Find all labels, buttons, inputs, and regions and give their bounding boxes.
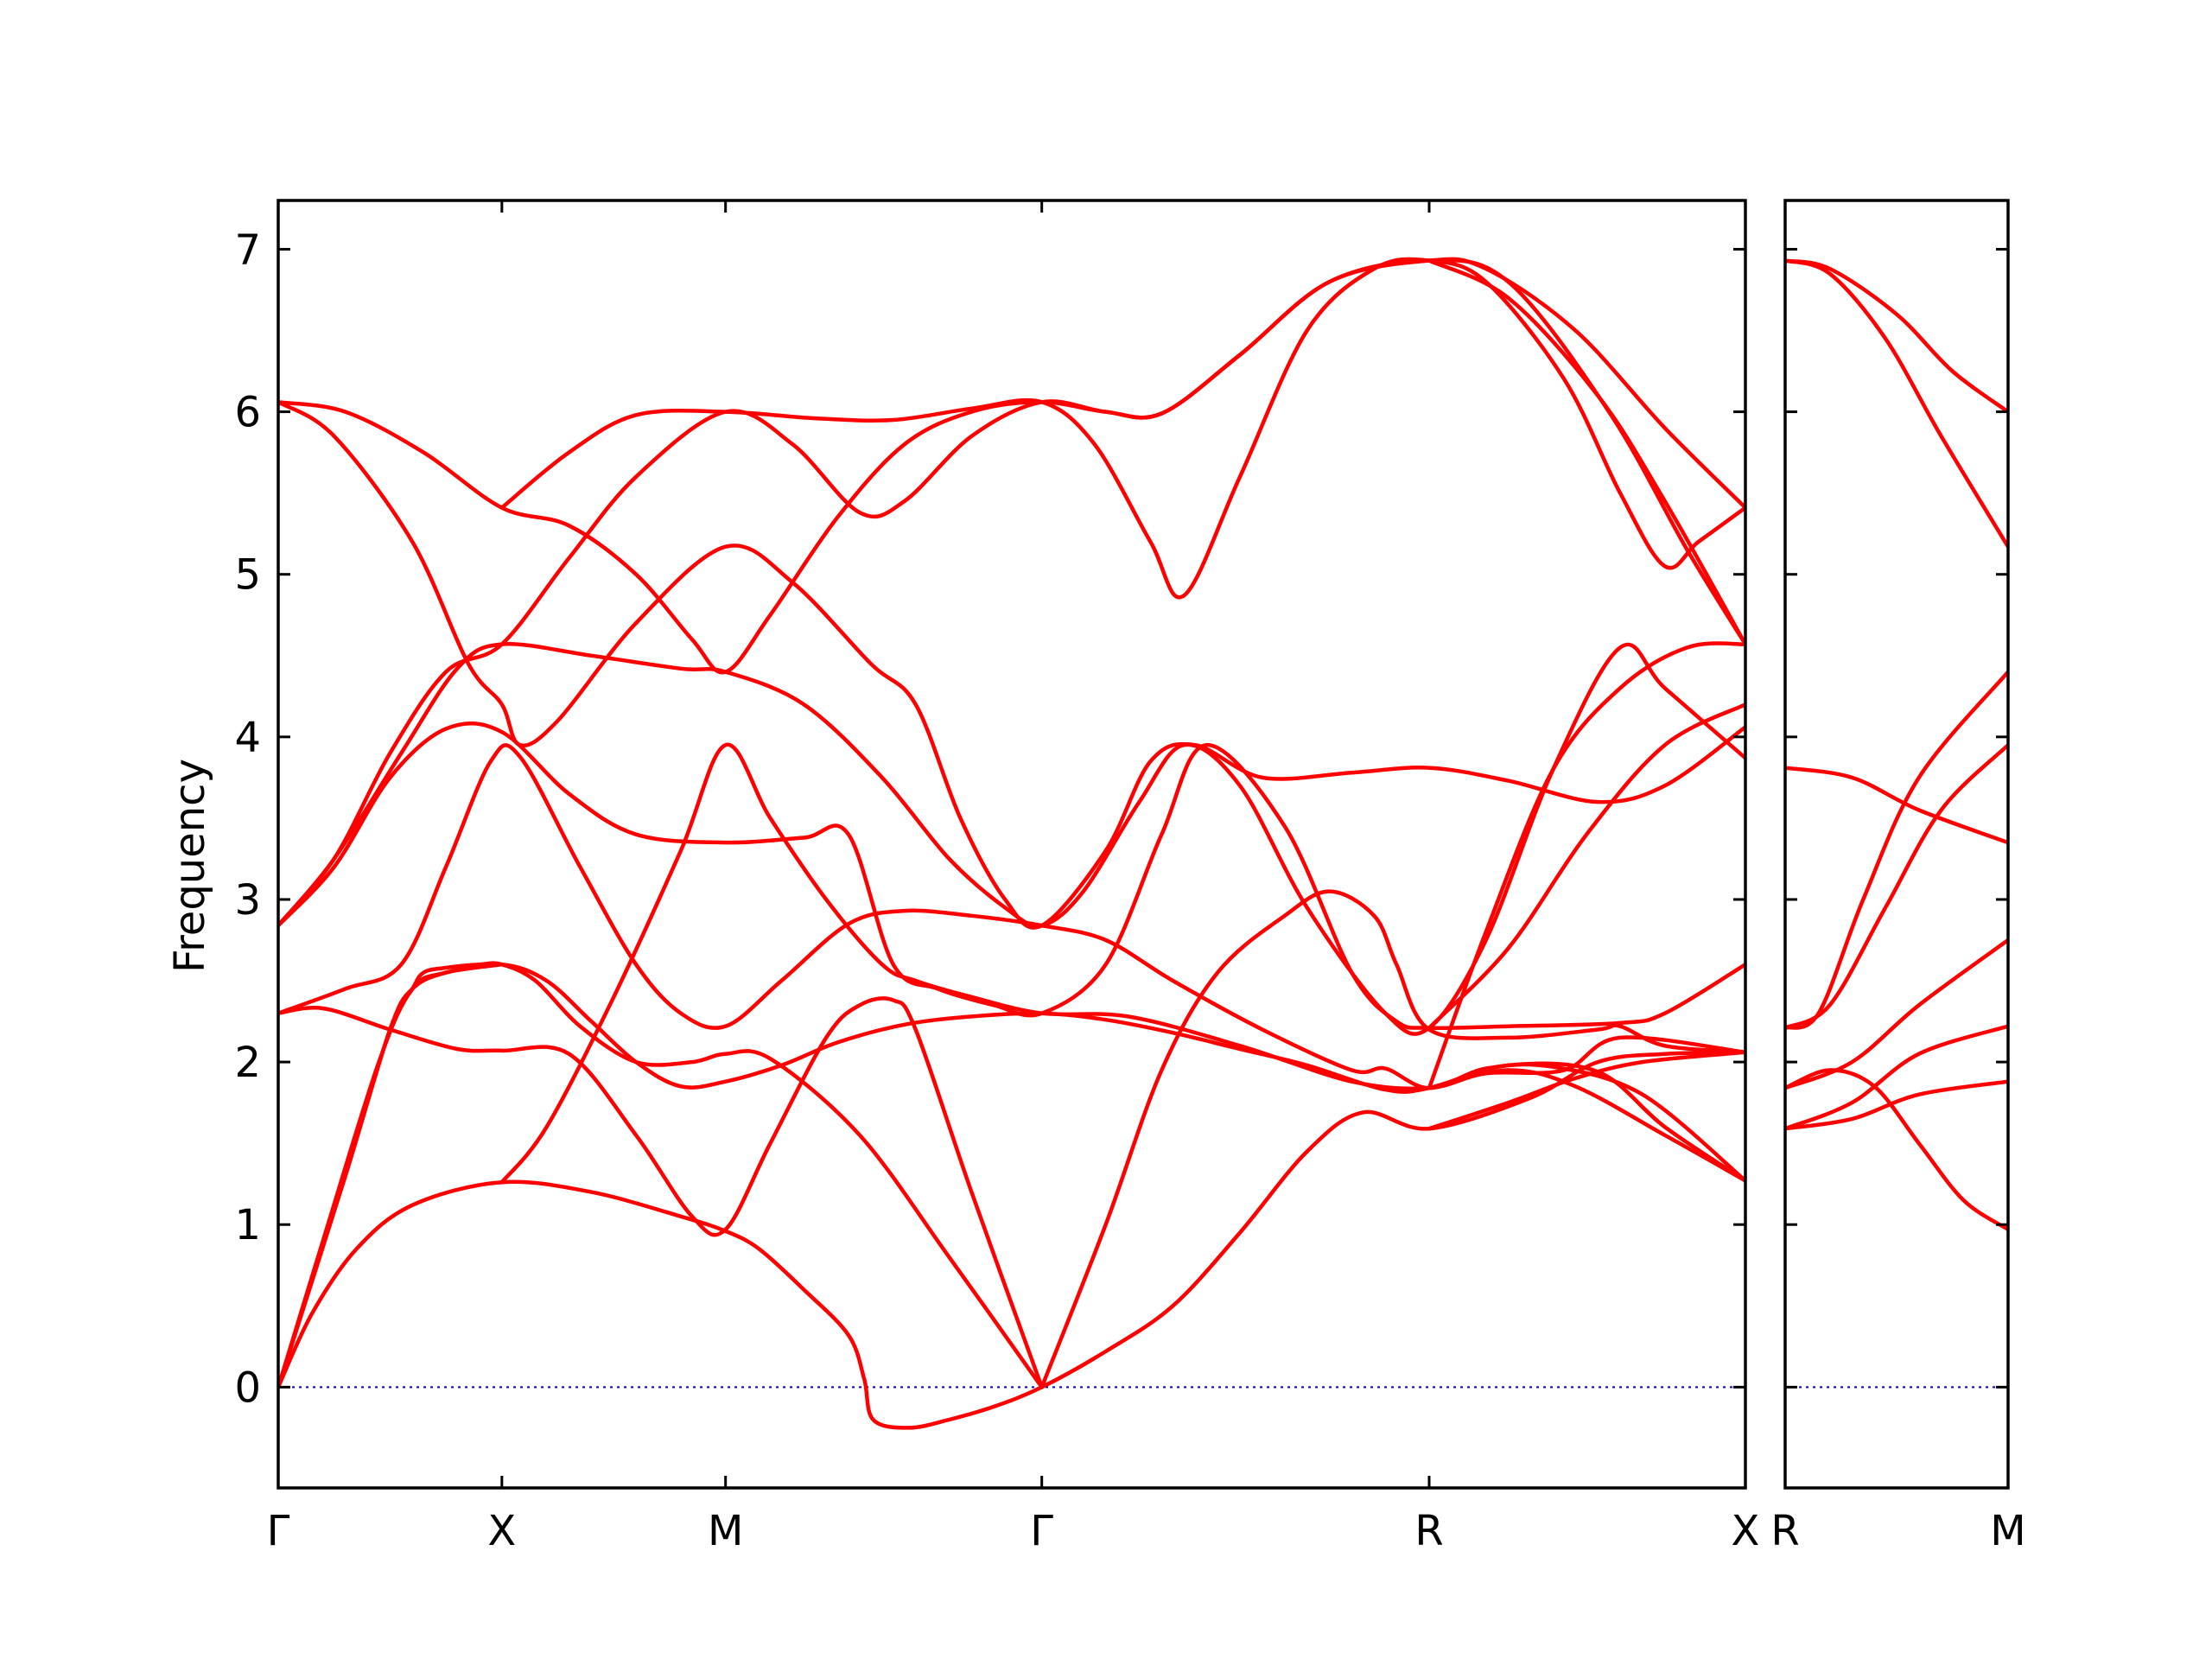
band-line-6	[278, 996, 1044, 1389]
plot-frame	[1783, 199, 2010, 1490]
y-tick-label: 3	[234, 876, 261, 925]
band-line-3	[1785, 766, 2008, 845]
band-line-4	[1785, 670, 2008, 1030]
band-line-12	[499, 257, 1745, 600]
x-tick-label: M	[708, 1507, 743, 1555]
y-tick-label: 1	[234, 1201, 261, 1249]
band-line-9	[1785, 1079, 2008, 1131]
band-line-1	[1785, 258, 2008, 549]
band-line-13	[278, 258, 1745, 928]
band-line-1	[278, 1050, 1745, 1430]
band-line-7	[1785, 938, 2008, 1090]
band-line-5	[1039, 889, 1745, 1389]
x-tick-label: R	[1770, 1507, 1799, 1555]
band-line-19	[1427, 258, 1745, 646]
band-line-16	[1427, 1068, 1745, 1183]
band-line-18	[1427, 702, 1745, 1030]
band-line-14	[499, 742, 1745, 1185]
x-tick-label: X	[487, 1507, 516, 1555]
band-line-11	[278, 257, 1745, 675]
y-axis-label: Frequency	[166, 759, 214, 973]
x-tick-label: Γ	[1030, 1507, 1053, 1555]
band-line-5	[1785, 742, 2008, 1030]
band-line-15	[1427, 1050, 1745, 1131]
band-line-8	[278, 721, 1745, 1031]
band-line-4	[278, 962, 505, 1389]
band-line-10	[278, 400, 1745, 930]
y-tick-label: 6	[234, 389, 261, 437]
band-line-8	[1785, 1024, 2008, 1131]
x-tick-label: R	[1414, 1507, 1443, 1555]
y-tick-label: 7	[234, 226, 261, 274]
x-tick-label: X	[1732, 1507, 1760, 1555]
plot-frame	[276, 199, 1747, 1490]
y-tick-label: 0	[234, 1363, 261, 1412]
x-tick-label: Γ	[267, 1507, 290, 1555]
y-tick-label: 4	[234, 714, 261, 762]
band-line-17	[1427, 641, 1745, 1090]
y-tick-label: 2	[234, 1039, 261, 1087]
y-tick-label: 5	[234, 551, 261, 600]
x-tick-label: M	[1990, 1507, 2025, 1555]
band-line-2	[1785, 258, 2008, 414]
band-line-6	[1785, 1068, 2008, 1232]
main-band-panel: 0 1 2 3 4 5 6 7 Γ X M Γ R X	[234, 199, 1760, 1555]
